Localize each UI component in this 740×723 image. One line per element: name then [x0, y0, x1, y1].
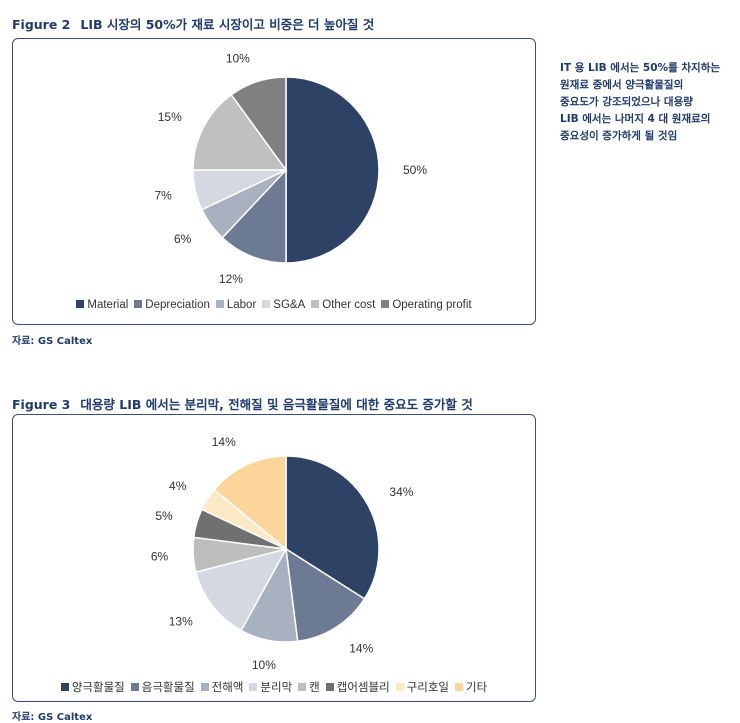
legend-label: Depreciation [145, 299, 210, 311]
slice-data-label: 4% [169, 479, 187, 493]
legend-swatch [134, 300, 143, 308]
slice-data-label: 5% [155, 509, 173, 523]
figure2-legend: Material Depreciation Labor SG&A Other cost O… [13, 299, 535, 311]
legend-item-can: 캔 [298, 679, 320, 695]
figure3-pie-chart: 34% 14% 10% 13% 6% 5% 4% 14% [151, 435, 414, 672]
legend-item-anode: 음극활물질 [130, 679, 195, 695]
side-note-line: 중요성이 증가하게 될 것임 [560, 130, 678, 142]
pie-slice [192, 93, 288, 171]
figure3-legend: 양극활물질 음극활물질 전해액 분리막 캔 캡어셈블리 구리호일 기타 [13, 679, 535, 695]
pie-slice [213, 455, 287, 551]
legend-swatch [381, 300, 390, 308]
legend-label: 음극활물질 [141, 682, 195, 694]
slice-data-label: 14% [349, 642, 373, 656]
figure2-number: Figure 2 [12, 17, 71, 32]
slice-data-label: 34% [389, 485, 413, 499]
legend-swatch [249, 683, 258, 691]
slice-data-label: 14% [212, 435, 236, 449]
legend-item-operating-profit: Operating profit [381, 299, 472, 311]
slice-data-label: 50% [403, 163, 427, 177]
legend-item-separator: 분리막 [249, 679, 292, 695]
pie-slice [195, 547, 288, 632]
pie-slice [285, 547, 366, 643]
legend-label: 양극활물질 [71, 682, 125, 694]
slice-data-label: 6% [151, 549, 169, 563]
figure3-source: 자료: GS Caltex [12, 712, 93, 723]
side-note-line: 원재료 중에서 양극활물질의 [560, 79, 684, 91]
side-note: IT 용 LIB 에서는 50%를 차지하는 원재료 중에서 양극활물질의 중요… [560, 60, 736, 145]
legend-item-copper-foil: 구리호일 [395, 679, 449, 695]
figure2-chart-panel: 50% 12% 6% 7% 15% 10% Material Depreciation Lab… [12, 38, 536, 325]
legend-label: 전해액 [211, 682, 244, 694]
legend-label: Operating profit [392, 299, 472, 311]
figure2-source: 자료: GS Caltex [12, 336, 93, 347]
side-note-line: LIB 에서는 나머지 4 대 원재료의 [560, 113, 711, 125]
legend-swatch [200, 683, 209, 691]
slice-data-label: 10% [252, 658, 276, 672]
legend-swatch [215, 300, 224, 308]
side-note-line: 중요도가 강조되었으나 대용량 [560, 96, 693, 108]
slice-data-label: 6% [174, 232, 192, 246]
legend-swatch [76, 300, 85, 308]
legend-label: Other cost [322, 299, 376, 311]
legend-label: SG&A [273, 299, 306, 311]
legend-label: 캔 [309, 682, 320, 694]
slice-data-label: 15% [158, 110, 182, 124]
legend-item-etc: 기타 [454, 679, 488, 695]
legend-item-material: Material [76, 299, 128, 311]
figure2-title: Figure 2 LIB 시장의 50%가 재료 시장이고 비중은 더 높아질 것 [12, 14, 374, 33]
legend-swatch [130, 683, 139, 691]
legend-label: Labor [226, 299, 257, 311]
legend-swatch [262, 300, 271, 308]
legend-label: 캡어셈블리 [336, 682, 390, 694]
legend-label: 구리호일 [406, 682, 449, 694]
legend-item-cathode: 양극활물질 [60, 679, 125, 695]
legend-swatch [454, 683, 463, 691]
figure3-chart-panel: 34% 14% 10% 13% 6% 5% 4% 14% 양극활물질 음극활물질 전해액 분리막 캔 캡… [12, 414, 536, 702]
legend-item-other-cost: Other cost [311, 299, 375, 311]
side-note-line: IT 용 LIB 에서는 50%를 차지하는 [560, 62, 721, 74]
legend-swatch [395, 683, 404, 691]
legend-item-labor: Labor [215, 299, 257, 311]
legend-label: 분리막 [260, 682, 293, 694]
legend-swatch [298, 683, 307, 691]
slice-data-label: 12% [219, 272, 243, 286]
legend-item-cap-assembly: 캡어셈블리 [325, 679, 390, 695]
legend-label: Material [87, 299, 129, 311]
slice-data-label: 7% [154, 189, 172, 203]
legend-item-sga: SG&A [262, 299, 305, 311]
legend-swatch [325, 683, 334, 691]
pie-slice [285, 76, 380, 264]
figure3-number: Figure 3 [12, 397, 71, 412]
figure2-pie-chart: 50% 12% 6% 7% 15% 10% [154, 52, 427, 286]
figure3-title: Figure 3 대용량 LIB 에서는 분리막, 전해질 및 음극활물질에 대한… [12, 394, 473, 413]
legend-swatch [311, 300, 320, 308]
legend-item-electrolyte: 전해액 [200, 679, 244, 695]
slice-data-label: 13% [169, 614, 193, 628]
pie-slice [230, 76, 287, 173]
slice-data-label: 10% [226, 52, 250, 66]
pie-slice [221, 168, 287, 264]
legend-swatch [60, 683, 69, 691]
figure2-title-text: LIB 시장의 50%가 재료 시장이고 비중은 더 높아질 것 [80, 17, 375, 32]
legend-label: 기타 [465, 682, 488, 694]
figure3-title-text: 대용량 LIB 에서는 분리막, 전해질 및 음극활물질에 대한 중요도 증가할… [80, 397, 473, 412]
legend-item-depreciation: Depreciation [134, 299, 210, 311]
